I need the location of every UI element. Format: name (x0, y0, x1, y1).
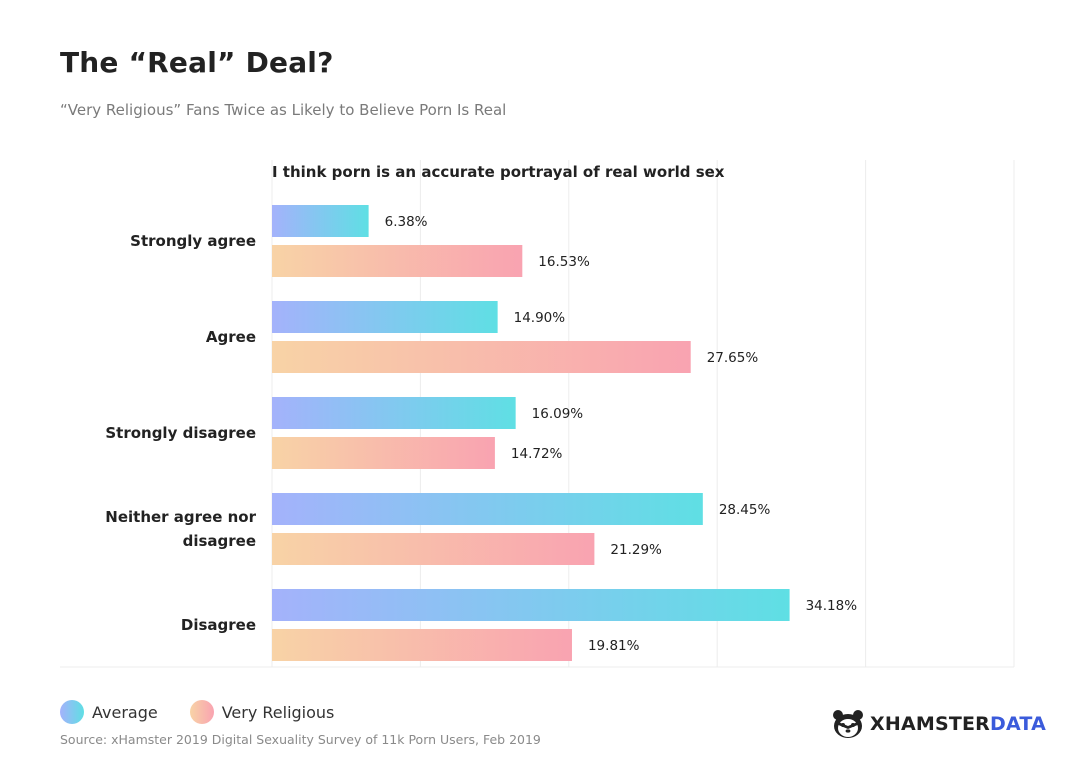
legend-swatch-average (60, 700, 84, 724)
category-label-strongly-disagree: Strongly disagree (105, 424, 256, 442)
category-label-line: Neither agree nor (105, 508, 256, 526)
category-label-neither-agree-nor-disagree: Neither agree nor disagree (105, 508, 256, 550)
category-label-agree: Agree (206, 328, 256, 346)
page-subtitle: “Very Religious” Fans Twice as Likely to… (60, 101, 507, 119)
chart-title: I think porn is an accurate portrayal of… (272, 163, 725, 181)
legend-item-average: Average (60, 700, 158, 724)
category-label-line: Disagree (181, 616, 256, 634)
category-label-disagree: Disagree (181, 616, 256, 634)
bar-average-agree (272, 301, 498, 333)
bar-very-religious-strongly-agree (272, 245, 523, 277)
brand-wordmark: XHAMSTERDATA (870, 713, 1046, 735)
brand-word-data: DATA (990, 713, 1047, 735)
page-title: The “Real” Deal? (60, 46, 334, 79)
legend-label-average: Average (92, 702, 158, 722)
bar-average-strongly-disagree (272, 397, 516, 429)
category-label-line: Agree (206, 328, 256, 346)
category-label-line: disagree (183, 532, 256, 550)
chart-legend: Average Very Religious (60, 700, 366, 724)
bar-average-neither-agree-nor-disagree (272, 493, 703, 525)
data-label-very-religious-disagree: 19.81% (588, 638, 640, 654)
bar-very-religious-neither-agree-nor-disagree (272, 533, 595, 565)
bar-average-disagree (272, 589, 790, 621)
brand-logo: XHAMSTERDATA (832, 709, 1046, 739)
hamster-logo-icon (833, 710, 863, 738)
data-label-very-religious-neither-agree-nor-disagree: 21.29% (610, 542, 662, 558)
data-label-average-strongly-disagree: 16.09% (532, 406, 584, 422)
bar-very-religious-agree (272, 341, 691, 373)
category-label-line: Strongly agree (130, 232, 256, 250)
data-label-average-agree: 14.90% (514, 310, 566, 326)
brand-word-xhamster: XHAMSTER (870, 713, 991, 735)
data-label-very-religious-strongly-agree: 16.53% (538, 254, 590, 270)
bar-very-religious-strongly-disagree (272, 437, 495, 469)
legend-item-very-religious: Very Religious (189, 700, 335, 724)
data-label-average-strongly-agree: 6.38% (385, 214, 428, 230)
data-label-very-religious-strongly-disagree: 14.72% (511, 446, 563, 462)
bar-average-strongly-agree (272, 205, 369, 237)
source-note: Source: xHamster 2019 Digital Sexuality … (60, 732, 541, 747)
category-label-strongly-agree: Strongly agree (130, 232, 256, 250)
data-label-average-disagree: 34.18% (806, 598, 858, 614)
data-label-very-religious-agree: 27.65% (707, 350, 759, 366)
legend-swatch-very-religious (189, 700, 214, 724)
category-label-line: Strongly disagree (105, 424, 256, 442)
data-label-average-neither-agree-nor-disagree: 28.45% (719, 502, 771, 518)
legend-label-very-religious: Very Religious (221, 702, 335, 722)
bar-very-religious-disagree (272, 629, 572, 661)
bar-chart: I think porn is an accurate portrayal of… (60, 160, 1015, 668)
